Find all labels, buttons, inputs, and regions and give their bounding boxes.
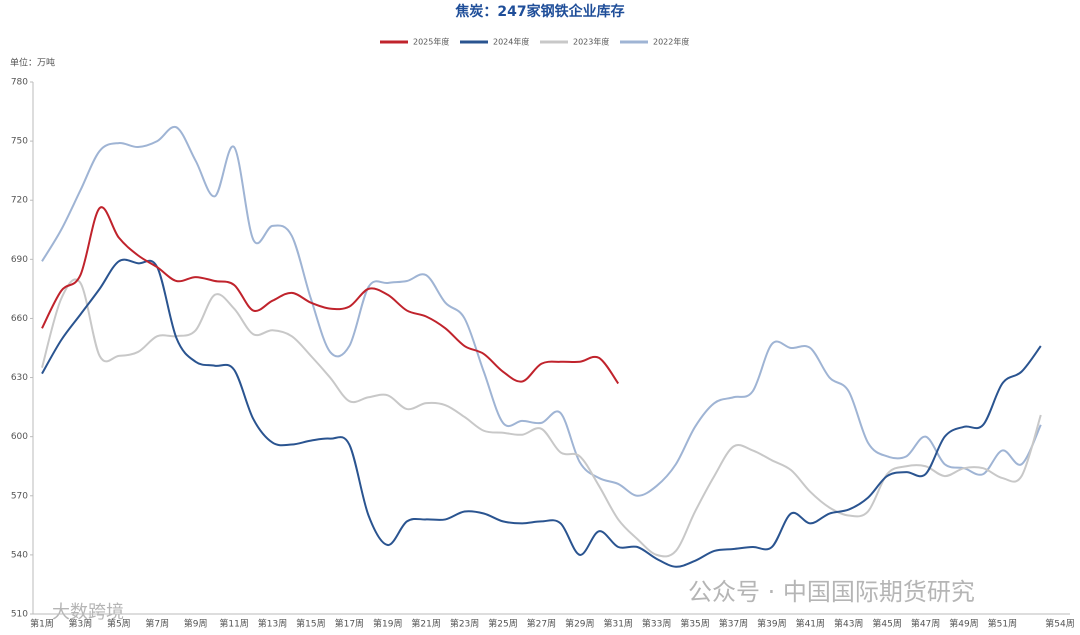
legend-label: 2024年度 — [493, 37, 529, 47]
x-tick-label: 第9周 — [184, 618, 208, 630]
x-tick-label: 第25周 — [488, 618, 517, 630]
y-tick-label: 600 — [11, 432, 28, 442]
x-tick-label: 第41周 — [796, 618, 825, 630]
x-tick-label: 第33周 — [642, 618, 671, 630]
y-tick-label: 750 — [11, 137, 28, 147]
legend-label: 2022年度 — [653, 37, 689, 47]
y-tick-label: 720 — [11, 196, 28, 206]
y-tick-label: 510 — [11, 610, 28, 620]
x-tick-label: 第43周 — [834, 618, 863, 630]
x-tick-label: 第13周 — [258, 618, 287, 630]
x-tick-label: 第1周 — [30, 618, 54, 630]
x-tick-label: 第7周 — [145, 618, 169, 630]
x-tick-label: 第45周 — [872, 618, 901, 630]
y-tick-label: 780 — [11, 78, 28, 88]
series-line — [41, 278, 1042, 558]
y-tick-label: 540 — [11, 550, 28, 560]
x-tick-label: 第35周 — [680, 618, 709, 630]
y-tick-label: 690 — [11, 255, 28, 265]
x-tick-label: 第47周 — [911, 618, 940, 630]
x-tick-label: 第54周 — [1045, 618, 1074, 630]
x-tick-label: 第49周 — [949, 618, 978, 630]
legend-label: 2023年度 — [573, 37, 609, 47]
x-tick-label: 第23周 — [450, 618, 479, 630]
watermark: 公众号 · 中国国际期货研究 — [688, 578, 975, 606]
y-tick-label: 570 — [11, 491, 28, 501]
series-line — [41, 206, 620, 385]
chart-title: 焦炭：247家钢铁企业库存 — [454, 3, 624, 20]
x-tick-label: 第51周 — [988, 618, 1017, 630]
x-tick-label: 第15周 — [296, 618, 325, 630]
x-tick-label: 第37周 — [719, 618, 748, 630]
unit-label: 单位：万吨 — [10, 57, 55, 69]
x-tick-label: 第31周 — [603, 618, 632, 630]
x-tick-label: 第21周 — [411, 618, 440, 630]
x-tick-label: 第11周 — [219, 618, 248, 630]
x-tick-label: 第29周 — [565, 618, 594, 630]
watermark: 大数跨境 — [52, 602, 124, 623]
x-tick-label: 第17周 — [335, 618, 364, 630]
x-tick-label: 第19周 — [373, 618, 402, 630]
y-tick-label: 660 — [11, 314, 28, 324]
x-tick-label: 第39周 — [757, 618, 786, 630]
series-line — [41, 125, 1042, 497]
y-tick-label: 630 — [11, 373, 28, 383]
legend-label: 2025年度 — [413, 37, 449, 47]
x-tick-label: 第3周 — [69, 618, 93, 630]
x-tick-label: 第5周 — [107, 618, 131, 630]
x-tick-label: 第27周 — [527, 618, 556, 630]
series-line — [41, 258, 1042, 568]
